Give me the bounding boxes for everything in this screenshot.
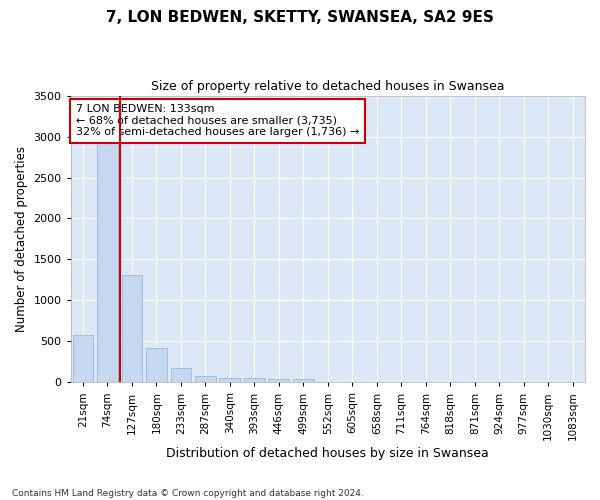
Y-axis label: Number of detached properties: Number of detached properties [15, 146, 28, 332]
Text: 7, LON BEDWEN, SKETTY, SWANSEA, SA2 9ES: 7, LON BEDWEN, SKETTY, SWANSEA, SA2 9ES [106, 10, 494, 25]
Bar [122, 275, 142, 382]
Bar [268, 378, 289, 382]
X-axis label: Distribution of detached houses by size in Swansea: Distribution of detached houses by size … [166, 447, 489, 460]
Text: Contains HM Land Registry data © Crown copyright and database right 2024.: Contains HM Land Registry data © Crown c… [12, 488, 364, 498]
Bar [293, 379, 314, 382]
Bar [97, 143, 118, 382]
Bar [146, 348, 167, 382]
Text: 7 LON BEDWEN: 133sqm
← 68% of detached houses are smaller (3,735)
32% of semi-de: 7 LON BEDWEN: 133sqm ← 68% of detached h… [76, 104, 359, 138]
Bar [244, 378, 265, 382]
Bar [220, 378, 241, 382]
Bar [170, 368, 191, 382]
Title: Size of property relative to detached houses in Swansea: Size of property relative to detached ho… [151, 80, 505, 93]
Bar [73, 336, 94, 382]
Bar [195, 376, 216, 382]
